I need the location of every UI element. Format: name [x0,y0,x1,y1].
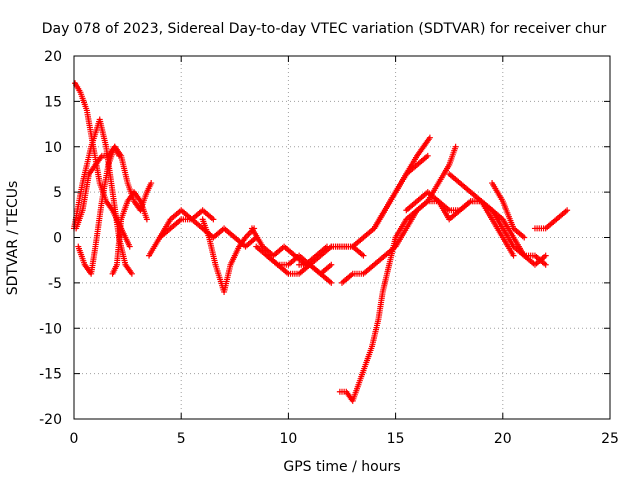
series-arc-C [75,143,123,277]
data-point [521,234,528,241]
y-tick-label: 15 [44,94,62,110]
data-point [360,252,367,259]
y-tick-label: 20 [44,49,62,65]
series-arc-R [403,189,517,259]
grid [74,56,610,419]
data-point [143,216,150,223]
series-arc-P [336,234,399,404]
x-tick-label: 5 [177,431,186,447]
x-tick-label: 10 [279,431,297,447]
data-point [210,216,217,223]
data-point [426,134,433,141]
data-point [126,243,133,250]
x-tick-label: 0 [70,431,79,447]
data-point [328,261,335,268]
series-arc-U [531,207,571,232]
y-tick-label: -15 [39,367,62,383]
y-tick-label: 0 [53,231,62,247]
x-axis-label: GPS time / hours [283,459,400,475]
x-tick-label: 15 [387,431,405,447]
y-tick-label: -5 [48,276,62,292]
data-point [542,252,549,259]
data-point [452,143,459,150]
data-point [128,270,135,277]
x-tick-label: 20 [494,431,512,447]
series-arc-S [446,170,549,268]
series-arc-N [339,143,459,286]
series-arc-D [73,143,155,232]
y-tick-label: 5 [53,185,62,201]
series-arc-L [296,243,367,268]
axis-ticks: 0 5 10 15 20 25 -20 -15 -10 -5 0 5 10 15 20 [39,49,619,447]
series-arc-T [489,180,528,241]
data-points [71,80,571,404]
series-arc-H [199,216,258,295]
y-axis-label: SDTVAR / TECUs [5,181,21,296]
data-point [542,261,549,268]
data-point [328,279,335,286]
data-point [510,252,517,259]
y-tick-label: -20 [39,412,62,428]
series-arc-O [371,134,433,232]
data-point [564,207,571,214]
y-tick-label: -10 [39,321,62,337]
data-point [148,180,155,187]
series-arc-E [109,189,150,277]
y-tick-label: 10 [44,140,62,156]
x-tick-label: 25 [601,431,619,447]
chart-title: Day 078 of 2023, Sidereal Day-to-day VTE… [42,21,607,37]
data-point [424,152,431,159]
